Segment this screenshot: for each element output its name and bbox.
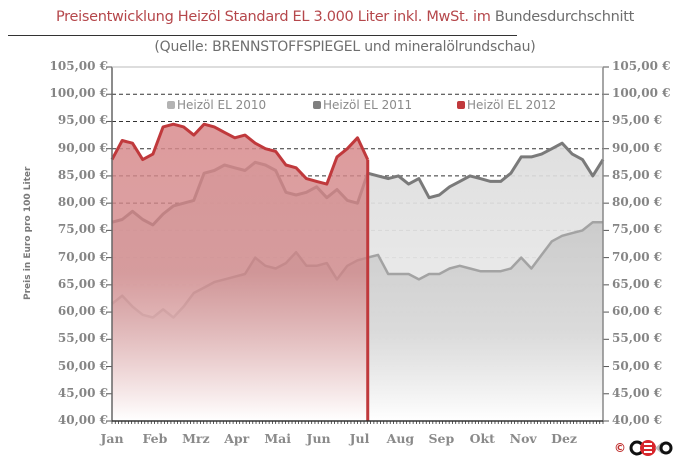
x-tick-label: Mai — [264, 431, 291, 446]
legend-item-2011: Heizöl EL 2011 — [313, 98, 412, 112]
y-tick-label-left: 95,00 € — [57, 113, 108, 128]
y-tick-label-right: 80,00 € — [612, 195, 663, 210]
y-tick-label-left: 55,00 € — [57, 331, 108, 346]
legend-swatch-icon — [457, 101, 465, 109]
y-tick-label-right: 65,00 € — [612, 276, 663, 291]
legend-item-2010: Heizöl EL 2010 — [167, 98, 266, 112]
y-tick-label-left: 65,00 € — [57, 276, 108, 291]
y-tick-label-left: 90,00 € — [57, 140, 108, 155]
x-tick-label: Jan — [100, 431, 124, 446]
chart-title: Preisentwicklung Heizöl Standard EL 3.00… — [0, 9, 690, 25]
y-tick-label-right: 45,00 € — [612, 385, 663, 400]
x-tick-label: Sep — [428, 431, 455, 446]
y-tick-label-left: 45,00 € — [57, 385, 108, 400]
y-tick-label-left: 80,00 € — [57, 195, 108, 210]
x-tick-label: Jul — [349, 431, 370, 446]
y-tick-label-right: 100,00 € — [612, 86, 671, 101]
legend-swatch-icon — [167, 101, 175, 109]
x-tick-label: Nov — [509, 431, 537, 446]
y-tick-label-right: 50,00 € — [612, 358, 663, 373]
y-tick-label-right: 85,00 € — [612, 167, 663, 182]
y-tick-label-right: 105,00 € — [612, 59, 671, 73]
y-tick-label-left: 85,00 € — [57, 167, 108, 182]
y-tick-label-right: 95,00 € — [612, 113, 663, 128]
legend-swatch-icon — [313, 101, 321, 109]
legend-label: Heizöl EL 2012 — [467, 98, 557, 112]
y-tick-label-right: 55,00 € — [612, 331, 663, 346]
x-tick-label: Aug — [386, 431, 415, 446]
y-tick-label-left: 40,00 € — [57, 413, 108, 427]
chart-subtitle: (Quelle: BRENNSTOFFSPIEGEL und mineralöl… — [154, 39, 536, 55]
y-tick-label-left: 50,00 € — [57, 358, 108, 373]
series-areas — [110, 122, 605, 421]
x-tick-label: Mrz — [182, 431, 210, 446]
x-tick-label: Apr — [224, 431, 250, 446]
y-tick-label-left: 100,00 € — [49, 86, 108, 101]
y-tick-label-left: 60,00 € — [57, 304, 108, 319]
area-heizöl-el-2012 — [112, 124, 368, 421]
legend-item-2012: Heizöl EL 2012 — [457, 98, 556, 112]
y-tick-label-right: 60,00 € — [612, 304, 663, 319]
title-divider — [8, 35, 517, 36]
y-tick-label-right: 70,00 € — [612, 249, 663, 264]
copyright-logo: © — [614, 439, 674, 457]
chart-title-suffix: Bundesdurchschnitt — [494, 9, 635, 25]
x-tick-label: Dez — [551, 431, 578, 446]
y-tick-label-right: 90,00 € — [612, 140, 663, 155]
x-tick-label: Jun — [306, 431, 331, 446]
y-tick-label-right: 75,00 € — [612, 222, 663, 237]
copyright-symbol: © — [614, 441, 626, 455]
legend-label: Heizöl EL 2010 — [177, 98, 267, 112]
x-tick-label: Feb — [142, 431, 168, 446]
y-tick-label-right: 40,00 € — [612, 413, 663, 427]
y-tick-label-left: 75,00 € — [57, 222, 108, 237]
plot-frame — [106, 66, 609, 424]
y-tick-label-left: 70,00 € — [57, 249, 108, 264]
chart-title-main: Preisentwicklung Heizöl Standard EL 3.00… — [55, 9, 491, 25]
x-tick-label: Okt — [469, 431, 495, 446]
y-tick-label-left: 105,00 € — [49, 59, 108, 73]
legend-label: Heizöl EL 2011 — [323, 98, 413, 112]
brand-logo-icon — [629, 440, 673, 456]
